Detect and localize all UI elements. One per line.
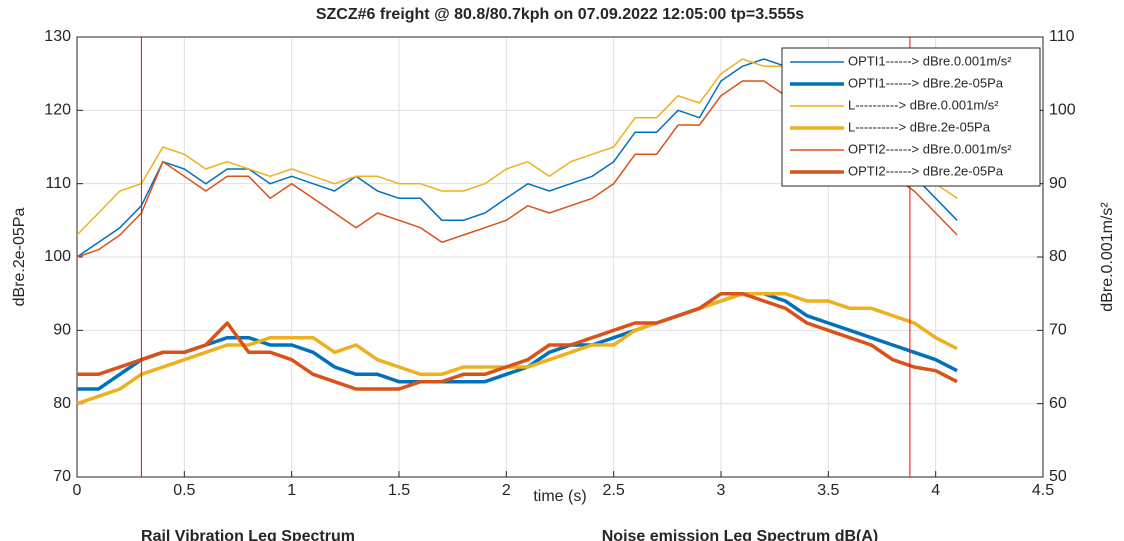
x-tick-label: 3 bbox=[717, 482, 726, 499]
y-axis-label: dBre.2e-05Pa bbox=[11, 208, 28, 307]
y-tick-label: 130 bbox=[44, 28, 71, 45]
series-line bbox=[77, 291, 958, 391]
legend-label: OPTI1------> dBre.0.001m/s² bbox=[848, 53, 1012, 68]
x-tick-label: 1 bbox=[287, 482, 296, 499]
y-tick-label: 70 bbox=[53, 468, 71, 485]
subplot-title: Rail Vibration Leq Spectrum bbox=[141, 528, 355, 541]
y2-tick-label: 90 bbox=[1049, 175, 1067, 192]
x-tick-label: 0 bbox=[73, 482, 82, 499]
y-tick-label: 90 bbox=[53, 322, 71, 339]
y2-tick-label: 50 bbox=[1049, 468, 1067, 485]
x-tick-label: 2 bbox=[502, 482, 511, 499]
x-tick-label: 1.5 bbox=[388, 482, 410, 499]
legend-label: OPTI1------> dBre.2e-05Pa bbox=[848, 75, 1004, 90]
y2-tick-label: 70 bbox=[1049, 322, 1067, 339]
series-line bbox=[76, 291, 958, 406]
y-tick-label: 120 bbox=[44, 102, 71, 119]
y2-tick-label: 80 bbox=[1049, 248, 1067, 265]
y-tick-label: 110 bbox=[45, 175, 71, 192]
x-tick-label: 4 bbox=[931, 482, 940, 499]
legend-label: L----------> dBre.2e-05Pa bbox=[848, 119, 991, 134]
x-tick-label: 3.5 bbox=[817, 482, 839, 499]
series-line bbox=[77, 291, 958, 391]
legend-box bbox=[781, 47, 1041, 187]
x-axis-label: time (s) bbox=[533, 488, 586, 505]
y2-axis-label: dBre.0.001m/s² bbox=[1099, 202, 1116, 312]
chart-title: SZCZ#6 freight @ 80.8/80.7kph on 07.09.2… bbox=[316, 6, 804, 23]
y2-tick-label: 100 bbox=[1049, 102, 1076, 119]
y-tick-label: 80 bbox=[53, 395, 71, 412]
y2-tick-label: 110 bbox=[1049, 28, 1075, 45]
y-tick-label: 100 bbox=[44, 248, 71, 265]
x-tick-label: 0.5 bbox=[173, 482, 195, 499]
subplot-title: Noise emission Leq Spectrum dB(A) bbox=[602, 528, 879, 541]
x-tick-label: 4.5 bbox=[1032, 482, 1054, 499]
legend-label: OPTI2------> dBre.2e-05Pa bbox=[848, 163, 1004, 178]
legend: OPTI1------> dBre.0.001m/s² OPTI1------> … bbox=[781, 47, 1041, 187]
y2-tick-label: 60 bbox=[1049, 395, 1067, 412]
x-tick-label: 2.5 bbox=[603, 482, 625, 499]
legend-label: L----------> dBre.0.001m/s² bbox=[848, 97, 999, 112]
legend-label: OPTI2------> dBre.0.001m/s² bbox=[848, 141, 1012, 156]
